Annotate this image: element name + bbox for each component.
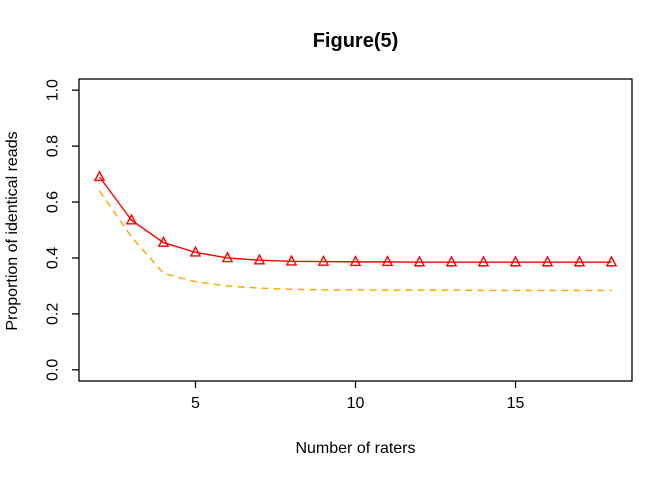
data-point-marker-observed-proportion [509,255,522,267]
data-point-marker-observed-proportion [157,235,170,247]
data-point-marker-observed-proportion [445,255,458,267]
data-point-marker-observed-proportion [317,254,330,266]
plot-frame [78,78,633,382]
data-point-marker-observed-proportion [541,255,554,267]
x-axis-tick-label: 5 [191,395,200,412]
y-axis-tick-label: 0.4 [45,247,62,269]
y-axis-label: Proportion of identical reads [4,131,21,331]
data-point-marker-observed-proportion [221,251,234,263]
series-line-reference-proportion [98,190,612,292]
y-axis-tick-label: 0.6 [45,191,62,213]
series-line-observed-proportion [98,176,612,263]
y-axis-tick-label: 0.2 [45,303,62,325]
data-point-marker-observed-proportion [573,255,586,267]
y-axis-tick-label: 0.0 [45,359,62,381]
data-point-marker-observed-proportion [189,245,202,257]
data-point-marker-observed-proportion [349,255,362,267]
data-point-marker-observed-proportion [381,255,394,267]
x-axis-tick-label: 15 [507,395,525,412]
x-axis-label: Number of raters [295,440,416,457]
data-point-marker-observed-proportion [93,170,106,182]
data-point-marker-observed-proportion [125,213,138,225]
x-axis-tick-label: 10 [347,395,365,412]
data-point-marker-observed-proportion [413,255,426,267]
y-axis-tick-label: 1.0 [45,79,62,101]
chart-title: Figure(5) [312,30,399,52]
data-point-marker-observed-proportion [477,255,490,267]
data-point-marker-observed-proportion [605,255,618,267]
y-axis-tick-label: 0.8 [45,135,62,157]
data-point-marker-observed-proportion [285,254,298,266]
data-point-marker-observed-proportion [253,253,266,265]
